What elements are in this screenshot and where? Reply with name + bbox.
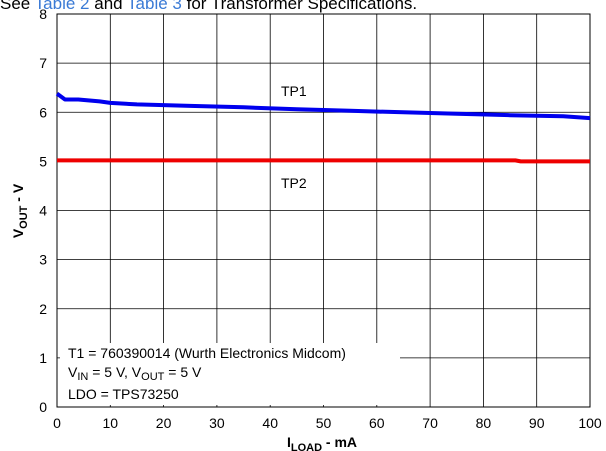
x-label-sub: LOAD	[291, 442, 322, 451]
y-tick-label: 0	[39, 399, 47, 415]
caption-link-table2[interactable]: Table 2	[34, 0, 90, 13]
caption-rest: for Transformer Specifications.	[186, 0, 418, 13]
y-tick-label: 4	[39, 203, 47, 219]
x-tick-label: 30	[209, 415, 225, 431]
y-label-suffix: - V	[10, 183, 26, 205]
ann-vin-main: V	[68, 364, 78, 380]
y-label-sub: OUT	[18, 205, 30, 229]
x-tick-label: 100	[578, 415, 602, 431]
y-tick-label: 6	[39, 104, 47, 120]
caption-and: and	[94, 0, 123, 13]
x-tick-label: 0	[53, 415, 61, 431]
x-label-main: I	[287, 434, 291, 450]
ann-vout-end: = 5 V	[164, 364, 202, 380]
annotation-ldo: LDO = TPS73250	[68, 386, 179, 402]
ann-vout-mid: = 5 V, V	[88, 364, 141, 380]
figure-caption: See Table 2 and Table 3 for Transformer …	[0, 0, 606, 14]
x-tick-labels: 0 10 20 30 40 50 60 70 80 90 100	[53, 415, 602, 431]
x-tick-label: 10	[103, 415, 119, 431]
y-label-main: V	[10, 228, 26, 238]
annotation-box	[60, 343, 400, 405]
series-label-tp1: TP1	[281, 83, 307, 99]
y-tick-label: 5	[39, 153, 47, 169]
plot-frame	[56, 13, 591, 408]
x-tick-label: 40	[262, 415, 278, 431]
y-axis-label: VOUT - V	[10, 183, 30, 238]
ann-vout-sub: OUT	[141, 371, 165, 383]
x-tick-label: 70	[422, 415, 438, 431]
series-line-tp1	[55, 91, 591, 121]
y-tick-label: 3	[39, 252, 47, 268]
y-tick-label: 2	[39, 301, 47, 317]
annotation-transformer: T1 = 760390014 (Wurth Electronics Midcom…	[68, 345, 346, 361]
y-tick-label: 8	[39, 6, 47, 22]
y-tick-labels: 0 1 2 3 4 5 6 7 8	[39, 6, 47, 415]
annotation-voltages: VIN = 5 V, VOUT = 5 V	[68, 364, 202, 383]
caption-see: See	[0, 0, 31, 13]
x-tick-label: 60	[369, 415, 385, 431]
x-axis-label: ILOAD - mA	[287, 434, 357, 451]
x-label-suffix: - mA	[322, 434, 357, 450]
series-label-tp2: TP2	[281, 175, 307, 191]
y-tick-label: 7	[39, 55, 47, 71]
series-group	[55, 91, 591, 164]
x-tick-label: 90	[529, 415, 545, 431]
caption-link-table3[interactable]: Table 3	[127, 0, 182, 13]
x-tick-label: 50	[316, 415, 332, 431]
y-tick-label: 1	[39, 350, 47, 366]
x-tick-label: 20	[156, 415, 172, 431]
series-line-tp2	[57, 158, 590, 164]
ann-vin-sub: IN	[77, 371, 88, 383]
x-tick-label: 80	[476, 415, 492, 431]
